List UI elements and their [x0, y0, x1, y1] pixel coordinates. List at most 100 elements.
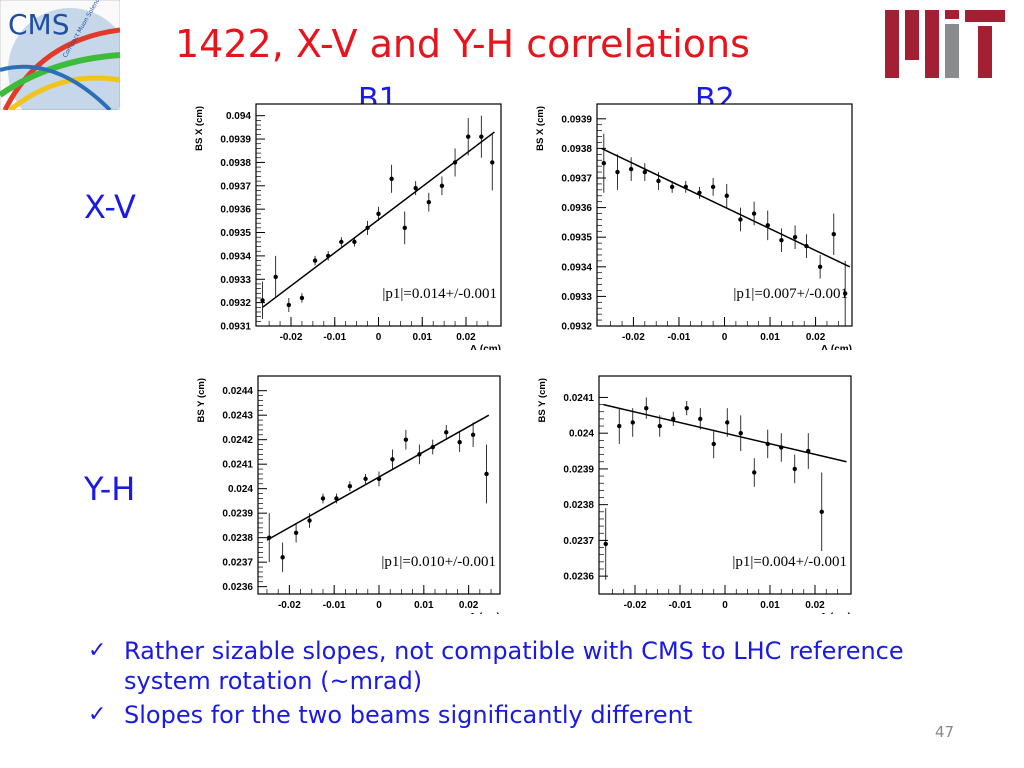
data-point	[831, 232, 836, 237]
y-tick-label: 0.094	[226, 111, 251, 122]
y-tick-label: 0.0932	[220, 298, 251, 309]
bullet-item: ✓ Slopes for the two beams significantly…	[88, 700, 988, 730]
y-tick-label: 0.0936	[220, 205, 251, 216]
data-point	[617, 423, 622, 429]
y-tick-label: 0.0243	[222, 411, 253, 422]
data-point	[615, 169, 620, 175]
y-tick-label: 0.0236	[563, 572, 594, 583]
y-tick-label: 0.0939	[561, 114, 592, 125]
data-point	[738, 430, 743, 436]
data-point	[657, 423, 662, 429]
data-point	[779, 445, 784, 450]
data-point	[697, 190, 702, 195]
y-tick-label: 0.0241	[222, 460, 253, 471]
y-tick-label: 0.0937	[220, 181, 251, 192]
fit-annotation: |p1|=0.010+/-0.001	[381, 554, 496, 570]
data-point	[389, 176, 394, 181]
data-point	[267, 535, 272, 540]
data-point	[819, 509, 824, 515]
y-tick-label: 0.0937	[561, 174, 592, 185]
y-tick-label: 0.0932	[561, 322, 592, 333]
data-point	[479, 134, 484, 139]
data-point	[280, 555, 285, 560]
data-point	[260, 298, 265, 303]
y-tick-label: 0.0933	[220, 275, 251, 286]
data-point	[293, 530, 299, 535]
plot-b1-yh: 0.0236 0.0237 0.0238 0.0239 0.024 0.0241 0.024…	[196, 375, 501, 614]
check-icon: ✓	[88, 702, 107, 727]
data-point	[804, 243, 809, 249]
data-point	[806, 448, 811, 454]
bullet-text: Rather sizable slopes, not compatible wi…	[124, 637, 904, 695]
y-axis-label: BS X (cm)	[194, 106, 205, 151]
x-tick-label: 0	[722, 332, 728, 343]
data-point	[490, 160, 495, 165]
data-point	[684, 405, 689, 411]
x-tick-label: 0	[722, 600, 728, 611]
data-point	[656, 178, 661, 184]
x-tick-label: -0.01	[323, 600, 346, 611]
data-point	[671, 416, 676, 422]
y-tick-label: 0.024	[569, 429, 594, 440]
data-point	[457, 439, 462, 445]
data-point	[738, 217, 743, 222]
data-point	[752, 470, 757, 475]
data-point	[402, 225, 407, 231]
x-tick-label: -0.01	[323, 332, 346, 343]
x-tick-label: 0.02	[806, 332, 826, 343]
data-point	[430, 444, 435, 450]
x-tick-label: 0.01	[414, 600, 434, 611]
y-tick-label: 0.0237	[222, 558, 253, 569]
y-tick-label: 0.0238	[563, 500, 594, 511]
data-point	[444, 430, 449, 435]
x-tick-label: 0.01	[760, 332, 780, 343]
bullet-list: ✓ Rather sizable slopes, not compatible …	[88, 636, 988, 734]
data-point	[779, 237, 784, 243]
row-label-xv: X-V	[84, 188, 136, 226]
data-point	[390, 457, 395, 462]
data-point	[320, 496, 326, 501]
x-tick-label: 0	[376, 600, 382, 611]
data-point	[376, 476, 382, 482]
plot-b2-yh: 0.0236 0.0237 0.0238 0.0239 0.024 0.0241 -0.02…	[537, 375, 852, 614]
data-point	[792, 466, 797, 472]
data-point	[339, 239, 344, 245]
data-point	[307, 518, 312, 523]
data-point	[470, 432, 476, 437]
cms-logo-text: CMS	[8, 8, 69, 41]
data-point	[644, 405, 649, 411]
bullet-item: ✓ Rather sizable slopes, not compatible …	[88, 636, 988, 696]
x-tick-label: 0.02	[456, 332, 476, 343]
x-tick-label: 0.02	[459, 600, 479, 611]
plot-b1-xv: 0.0931 0.0932 0.0933 0.0934 0.0935 0.0936 0.09…	[194, 103, 502, 350]
data-point	[452, 160, 458, 165]
data-point	[765, 223, 770, 228]
fit-line	[603, 403, 847, 463]
x-tick-label: -0.01	[668, 332, 691, 343]
x-tick-label: -0.02	[278, 600, 301, 611]
data-point	[334, 496, 339, 501]
data-point	[751, 211, 757, 216]
x-axis-label: Δ (cm)	[469, 612, 500, 614]
data-point	[601, 161, 607, 166]
data-point	[698, 416, 703, 422]
x-tick-label: 0.02	[805, 600, 825, 611]
mit-logo	[885, 10, 1005, 78]
y-tick-label: 0.0238	[222, 533, 253, 544]
plot-b2-xv: 0.0932 0.0933 0.0934 0.0935 0.0936 0.0937 0.09…	[535, 103, 853, 350]
data-point	[792, 235, 798, 240]
y-tick-label: 0.0935	[220, 228, 251, 239]
data-point	[417, 452, 422, 457]
data-point	[710, 184, 716, 190]
y-tick-label: 0.0934	[561, 262, 592, 273]
data-point	[347, 484, 353, 489]
data-point	[365, 225, 370, 231]
data-point	[628, 166, 634, 172]
data-point	[842, 291, 848, 296]
data-point	[426, 199, 432, 205]
y-tick-label: 0.0931	[220, 322, 251, 333]
plot-frame	[598, 375, 852, 595]
slide-title: 1422, X-V and Y-H correlations	[175, 22, 750, 66]
data-point	[630, 420, 635, 425]
x-tick-label: 0.01	[413, 332, 433, 343]
